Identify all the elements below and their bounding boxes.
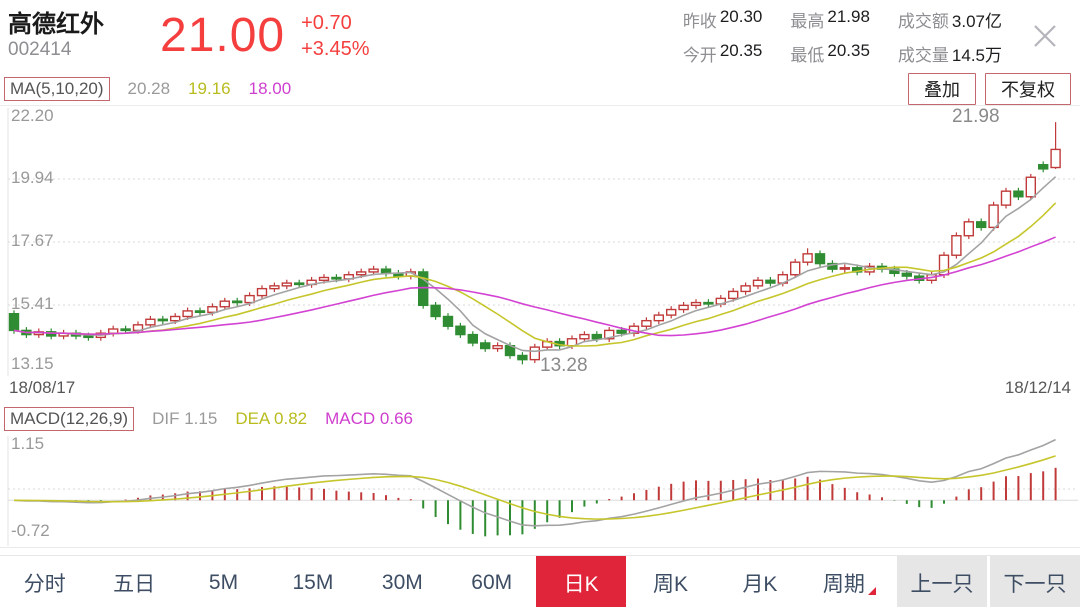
ma10-value: 19.16 bbox=[188, 78, 231, 98]
tab-分时[interactable]: 分时 bbox=[0, 556, 89, 607]
macd-indicator-button[interactable]: MACD(12,26,9) bbox=[4, 407, 135, 431]
tab-五日[interactable]: 五日 bbox=[89, 556, 178, 607]
adjust-mode-button[interactable]: 不复权 bbox=[985, 72, 1071, 105]
ma5-value: 20.28 bbox=[127, 78, 171, 98]
ma-indicator-button[interactable]: MA(5,10,20) bbox=[4, 76, 110, 101]
tab-周K[interactable]: 周K bbox=[626, 556, 715, 607]
stat-label: 最高 bbox=[790, 11, 825, 31]
stat-value: 3.07亿 bbox=[951, 11, 1002, 31]
tab-30M[interactable]: 30M bbox=[358, 556, 447, 607]
stat-value: 20.35 bbox=[719, 40, 763, 60]
stock-nav-buttons: 上一只 下一只 bbox=[894, 556, 1080, 607]
tab-日K[interactable]: 日K bbox=[536, 556, 626, 607]
nav-button-下一只[interactable]: 下一只 bbox=[990, 556, 1080, 607]
stat-label: 最低 bbox=[790, 45, 825, 65]
overlay-button[interactable]: 叠加 bbox=[908, 72, 976, 105]
nav-button-上一只[interactable]: 上一只 bbox=[897, 556, 987, 607]
macd-chart[interactable]: 1.15 -0.72 bbox=[0, 434, 1080, 548]
current-price: 21.00 bbox=[160, 9, 286, 62]
ma-indicator-bar: MA(5,10,20) 20.28 19.16 18.00 叠加 不复权 bbox=[0, 72, 1080, 106]
date-axis: 18/08/17 18/12/14 bbox=[0, 378, 1080, 402]
stat-label: 成交额 bbox=[897, 11, 949, 31]
ma20-value: 18.00 bbox=[248, 78, 292, 98]
price-change-block: +0.70 +3.45% bbox=[301, 12, 369, 61]
tab-label: 周期 bbox=[822, 572, 865, 596]
tab-月K[interactable]: 月K bbox=[715, 556, 804, 607]
kline-canvas[interactable] bbox=[0, 106, 1080, 378]
stock-stats: 昨收 20.30 最高 21.98 成交额 3.07亿 今开 20.35 最低 20.35 成交量 1… bbox=[683, 7, 1002, 66]
tab-label: 五日 bbox=[113, 572, 156, 596]
macd-indicator-bar: MACD(12,26,9) DIF 1.15 DEA 0.82 MACD 0.6… bbox=[0, 404, 1080, 434]
tab-5M[interactable]: 5M bbox=[179, 556, 268, 607]
stat-label: 今开 bbox=[682, 45, 717, 65]
tab-label: 周K bbox=[653, 572, 689, 596]
macd-canvas[interactable] bbox=[0, 434, 1080, 548]
stat-value: 14.5万 bbox=[951, 45, 1002, 65]
stat-label: 成交量 bbox=[897, 45, 949, 65]
dif-value: DIF 1.15 bbox=[152, 409, 218, 428]
chart-end-date: 18/12/14 bbox=[1004, 378, 1071, 397]
stock-info: 高德红外 002414 bbox=[8, 11, 126, 61]
tab-周期[interactable]: 周期 bbox=[805, 556, 894, 607]
macd-value: MACD 0.66 bbox=[325, 409, 414, 428]
stock-name: 高德红外 bbox=[8, 11, 104, 39]
stat-item: 昨收 20.30 bbox=[683, 7, 763, 32]
tab-label: 60M bbox=[471, 570, 513, 594]
period-tabs: 分时 五日 5M 15M 30M 60M 日K 周K 月K 周期 bbox=[0, 556, 894, 607]
stat-item: 成交量 14.5万 bbox=[898, 41, 1002, 66]
stat-value: 21.98 bbox=[827, 6, 870, 26]
tab-label: 15M bbox=[292, 570, 334, 594]
stat-item: 今开 20.35 bbox=[683, 41, 763, 66]
tab-15M[interactable]: 15M bbox=[268, 556, 357, 607]
stat-item: 最低 20.35 bbox=[790, 41, 870, 66]
chart-start-date: 18/08/17 bbox=[9, 378, 76, 397]
stat-label: 昨收 bbox=[682, 11, 717, 31]
stat-value: 20.30 bbox=[719, 6, 763, 26]
tab-label: 30M bbox=[381, 570, 423, 594]
tab-label: 5M bbox=[208, 570, 239, 594]
stock-code: 002414 bbox=[8, 38, 72, 60]
stat-item: 最高 21.98 bbox=[790, 7, 870, 32]
price-change-percent: +3.45% bbox=[301, 37, 370, 60]
dea-value: DEA 0.82 bbox=[235, 409, 308, 428]
kline-chart[interactable]: 22.20 19.94 17.67 15.41 13.15 21.98 13.2… bbox=[0, 106, 1080, 378]
stat-item: 成交额 3.07亿 bbox=[898, 7, 1002, 32]
tab-label: 月K bbox=[742, 572, 778, 596]
stat-value: 20.35 bbox=[827, 40, 870, 60]
stock-header: 高德红外 002414 21.00 +0.70 +3.45% 昨收 20.30 最高… bbox=[0, 0, 1080, 72]
tab-label: 日K bbox=[563, 572, 599, 596]
tab-60M[interactable]: 60M bbox=[447, 556, 536, 607]
dropdown-triangle-icon bbox=[867, 586, 876, 595]
close-button[interactable] bbox=[1028, 19, 1062, 53]
period-tab-bar: 分时 五日 5M 15M 30M 60M 日K 周K 月K 周期 上一只 下一只 bbox=[0, 555, 1080, 607]
price-change: +0.70 bbox=[301, 11, 352, 34]
tab-label: 分时 bbox=[23, 572, 66, 596]
close-icon bbox=[1034, 25, 1056, 47]
